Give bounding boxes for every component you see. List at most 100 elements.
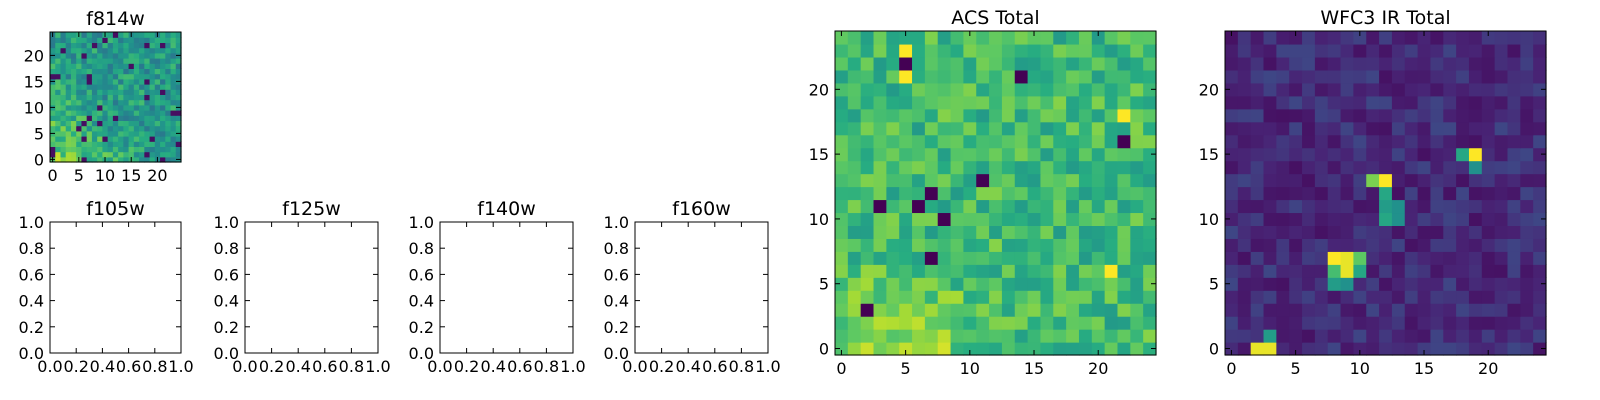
heatmap-cell [1001, 290, 1016, 304]
y-tick-label: 10 [24, 98, 44, 117]
heatmap-cell [154, 94, 161, 101]
heatmap-cell [86, 73, 93, 80]
heatmap-cell [976, 108, 990, 123]
heatmap-cell [1468, 342, 1483, 356]
heatmap-cell [1143, 225, 1157, 239]
heatmap-cell [1276, 238, 1290, 252]
heatmap-cell [175, 32, 182, 38]
heatmap-cell [937, 95, 952, 110]
heatmap-cell [1366, 82, 1380, 97]
heatmap-cell [1404, 238, 1419, 252]
heatmap-cell [102, 104, 109, 111]
heatmap-cell [873, 264, 887, 278]
heatmap-cell [1027, 108, 1042, 123]
heatmap-cell [60, 146, 67, 153]
heatmap-cell [899, 264, 913, 278]
heatmap-cell [102, 141, 109, 147]
heatmap-cell [1456, 238, 1470, 252]
heatmap-cell [937, 31, 952, 45]
heatmap-cell [1104, 56, 1119, 71]
heatmap-cell [1481, 277, 1496, 291]
heatmap-cell [1379, 147, 1393, 162]
heatmap-cell [133, 115, 140, 121]
heatmap-cell [1225, 69, 1239, 84]
heatmap-cell [924, 121, 939, 136]
heatmap-cell [139, 151, 145, 158]
heatmap-cell [1456, 82, 1470, 97]
heatmap-cell [1053, 121, 1067, 136]
heatmap-cell [1001, 69, 1016, 84]
heatmap-cell [886, 342, 900, 356]
heatmap-cell [1417, 329, 1432, 343]
heatmap-cell [1507, 173, 1521, 188]
heatmap-cell [123, 84, 130, 90]
heatmap-cell [160, 146, 166, 153]
heatmap-cell [924, 264, 939, 278]
heatmap-cell [1250, 329, 1265, 343]
heatmap-cell [1225, 316, 1239, 330]
heatmap-cell [91, 104, 98, 111]
heatmap-cell [886, 186, 900, 201]
heatmap-cell [160, 32, 166, 38]
heatmap-image [835, 31, 1157, 356]
heatmap-cell [860, 134, 875, 149]
heatmap-cell [1494, 277, 1509, 291]
heatmap-cell [1430, 31, 1444, 45]
heatmap-cell [1130, 277, 1144, 291]
heatmap-cell [128, 47, 135, 54]
heatmap-cell [1066, 303, 1080, 317]
heatmap-cell [1014, 277, 1029, 291]
heatmap-cell [989, 264, 1003, 278]
heatmap-cell [835, 147, 849, 162]
heatmap-cell [128, 84, 135, 90]
heatmap-cell [886, 173, 900, 188]
heatmap-cell [989, 82, 1003, 97]
heatmap-cell [1104, 95, 1119, 110]
heatmap-cell [133, 156, 140, 163]
heatmap-cell [860, 199, 875, 214]
heatmap-cell [175, 136, 182, 142]
heatmap-cell [102, 120, 109, 127]
heatmap-cell [1481, 251, 1496, 265]
heatmap-cell [1143, 56, 1157, 71]
heatmap-cell [1481, 316, 1496, 330]
heatmap-cell [76, 78, 83, 85]
heatmap-cell [1379, 121, 1393, 136]
heatmap-cell [91, 115, 98, 121]
heatmap-cell [1014, 43, 1029, 58]
heatmap-cell [1340, 147, 1354, 162]
heatmap-cell [160, 125, 166, 132]
heatmap-cell [1237, 121, 1252, 136]
heatmap-cell [1104, 199, 1119, 214]
heatmap-cell [835, 277, 849, 291]
heatmap-cell [924, 56, 939, 71]
heatmap-cell [1066, 121, 1080, 136]
heatmap-cell [1327, 95, 1342, 110]
heatmap-cell [1302, 69, 1316, 84]
heatmap-cell [118, 52, 124, 59]
heatmap-cell [1404, 160, 1419, 175]
heatmap-cell [1276, 160, 1290, 175]
heatmap-cell [1040, 108, 1054, 123]
heatmap-cell [1443, 225, 1457, 239]
heatmap-cell [70, 47, 77, 54]
heatmap-cell [1143, 238, 1157, 252]
heatmap-cell [1456, 251, 1470, 265]
heatmap-cell [149, 42, 156, 49]
heatmap-cell [1302, 342, 1316, 356]
heatmap-cell [1302, 329, 1316, 343]
heatmap-cell [112, 58, 119, 64]
heatmap-cell [963, 134, 977, 149]
heatmap-cell [1533, 329, 1547, 343]
heatmap-cell [873, 212, 887, 226]
heatmap-cell [1014, 342, 1029, 356]
heatmap-cell [128, 99, 135, 106]
heatmap-cell [1391, 186, 1406, 201]
heatmap-cell [886, 199, 900, 214]
heatmap-cell [1443, 160, 1457, 175]
heatmap-cell [886, 160, 900, 175]
heatmap-cell [1314, 82, 1329, 97]
heatmap-cell [963, 82, 977, 97]
heatmap-cell [97, 141, 103, 147]
heatmap-cell [170, 146, 177, 153]
